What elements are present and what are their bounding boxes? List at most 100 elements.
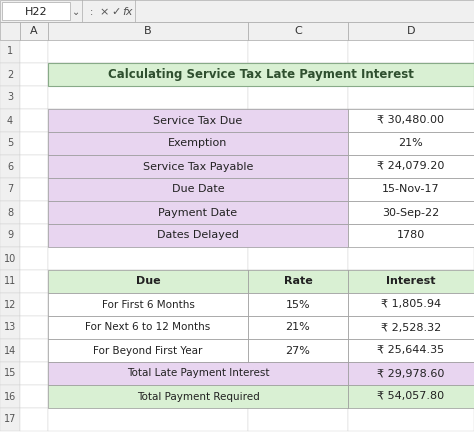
Bar [20,408,48,431]
Text: ×: × [100,7,109,17]
Bar [248,86,348,109]
Bar [48,316,248,339]
Text: 12: 12 [4,299,16,309]
Bar [348,178,474,201]
Text: 7: 7 [7,184,13,194]
Bar [0,86,20,109]
Text: 6: 6 [7,162,13,171]
Text: ⌄: ⌄ [72,7,80,17]
Text: D: D [407,26,415,36]
Bar [20,339,48,362]
Bar [20,155,48,178]
Text: 21%: 21% [286,323,310,333]
Bar [0,132,20,155]
Bar [248,224,348,247]
Text: 11: 11 [4,277,16,287]
Text: B: B [144,26,152,36]
Text: A: A [30,26,38,36]
Bar [248,316,348,339]
Bar [0,22,20,40]
Text: Service Tax Due: Service Tax Due [154,115,243,125]
Bar [48,201,248,224]
Bar [348,86,474,109]
Bar [248,316,348,339]
Text: 2: 2 [7,69,13,80]
Bar [248,132,348,155]
Bar [348,109,474,132]
Bar [348,155,474,178]
Bar [20,22,48,40]
Bar [0,247,20,270]
Bar [348,224,474,247]
Text: 30-Sep-22: 30-Sep-22 [383,208,439,218]
Bar [0,109,20,132]
Bar [0,155,20,178]
Text: 27%: 27% [285,346,310,356]
Text: ✓: ✓ [111,7,121,17]
Bar [20,40,48,63]
Bar [248,247,348,270]
Bar [48,63,474,86]
Bar [0,270,20,293]
Bar [0,224,20,247]
Bar [48,224,248,247]
Bar [348,178,474,201]
Text: 13: 13 [4,323,16,333]
Text: Total Payment Required: Total Payment Required [137,392,259,402]
Bar [348,316,474,339]
Bar [20,178,48,201]
Text: Payment Date: Payment Date [158,208,237,218]
Text: ₹ 25,644.35: ₹ 25,644.35 [377,346,445,356]
Text: Dates Delayed: Dates Delayed [157,230,239,240]
Bar [20,86,48,109]
Bar [20,201,48,224]
Bar [48,22,248,40]
Bar [348,270,474,293]
Bar [48,109,348,132]
Bar [248,408,348,431]
Bar [348,224,474,247]
Bar [48,178,348,201]
Bar [0,316,20,339]
Bar [0,178,20,201]
Text: Interest: Interest [386,277,436,287]
Bar [248,63,348,86]
Bar [348,201,474,224]
Bar [0,201,20,224]
Text: :: : [91,7,94,17]
Text: For Beyond First Year: For Beyond First Year [93,346,203,356]
Bar [348,22,474,40]
Bar [20,63,48,86]
Bar [348,40,474,63]
Bar [348,362,474,385]
Bar [48,201,348,224]
Bar [0,339,20,362]
Bar [348,270,474,293]
Text: 15%: 15% [286,299,310,309]
Bar [248,201,348,224]
Bar [48,339,248,362]
Bar [348,339,474,362]
Bar [348,316,474,339]
Bar [48,270,248,293]
Text: 15: 15 [4,368,16,378]
Bar [48,40,248,63]
Bar [248,109,348,132]
Bar [348,408,474,431]
Bar [0,293,20,316]
Bar [248,362,348,385]
Text: fx: fx [123,7,133,17]
Bar [48,293,248,316]
Bar [20,270,48,293]
Bar [48,86,248,109]
Bar [48,385,248,408]
Text: ₹ 2,528.32: ₹ 2,528.32 [381,323,441,333]
Bar [48,316,248,339]
Bar [248,22,348,40]
Bar [248,293,348,316]
Text: 14: 14 [4,346,16,356]
Bar [48,385,348,408]
Bar [20,247,48,270]
Bar [348,201,474,224]
Bar [48,362,248,385]
